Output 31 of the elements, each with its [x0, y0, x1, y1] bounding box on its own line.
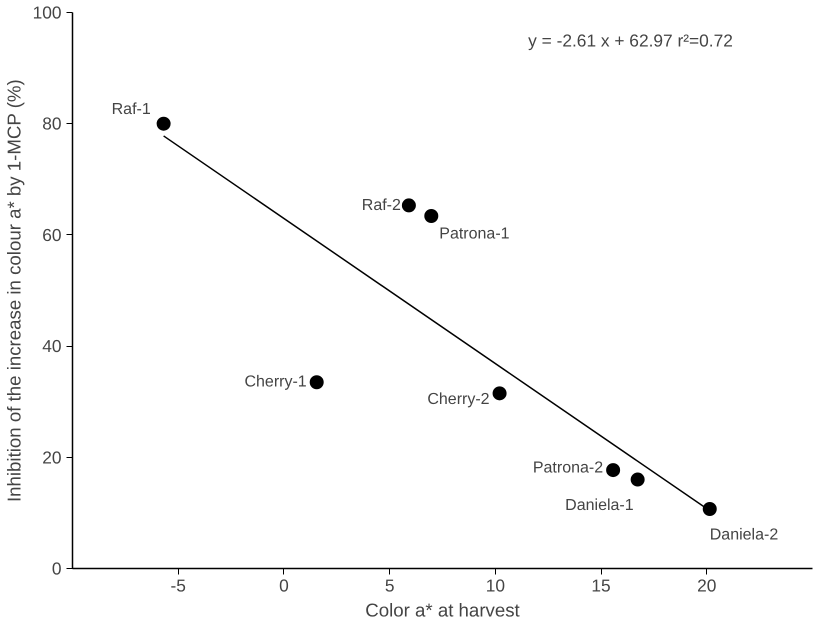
- point: [606, 463, 620, 478]
- y-tick-label: 80: [42, 114, 62, 134]
- point: [310, 375, 324, 390]
- annotation: Daniela-2: [710, 526, 778, 544]
- x-tick-label: -5: [170, 576, 186, 596]
- y-tick-label: 100: [32, 2, 62, 22]
- point: [702, 502, 717, 516]
- annotation: Cherry-1: [244, 374, 307, 391]
- x-axis-title: Color a* at harvest: [365, 600, 521, 620]
- point: [492, 386, 507, 400]
- point: [402, 198, 416, 212]
- x-tick-label: 15: [591, 576, 611, 596]
- x-tick-label: 10: [486, 576, 505, 596]
- x-tick-label: 20: [697, 576, 716, 596]
- annotation: Patrona-2: [532, 460, 604, 477]
- y-tick-label: 60: [42, 224, 62, 245]
- y-tick-label: 20: [42, 447, 62, 468]
- annotation: y = -2.61 x + 62.97 r²=0.72: [528, 30, 733, 50]
- y-tick-label: 0: [52, 558, 62, 578]
- annotation: Daniela-1: [565, 497, 634, 514]
- annotation: Cherry-2: [427, 390, 490, 408]
- annotation: Patrona-1: [439, 225, 510, 242]
- annotation: Raf-1: [112, 101, 151, 118]
- point: [424, 209, 438, 223]
- x-tick-label: 5: [384, 576, 394, 596]
- annotation: Raf-2: [362, 196, 401, 214]
- point: [156, 116, 171, 131]
- y-tick-label: 40: [42, 336, 62, 356]
- x-tick-label: 0: [279, 576, 289, 596]
- y-axis-title: Inhibition of the increase in colour a* by 1-MCP (%): [4, 79, 25, 502]
- point: [630, 472, 645, 487]
